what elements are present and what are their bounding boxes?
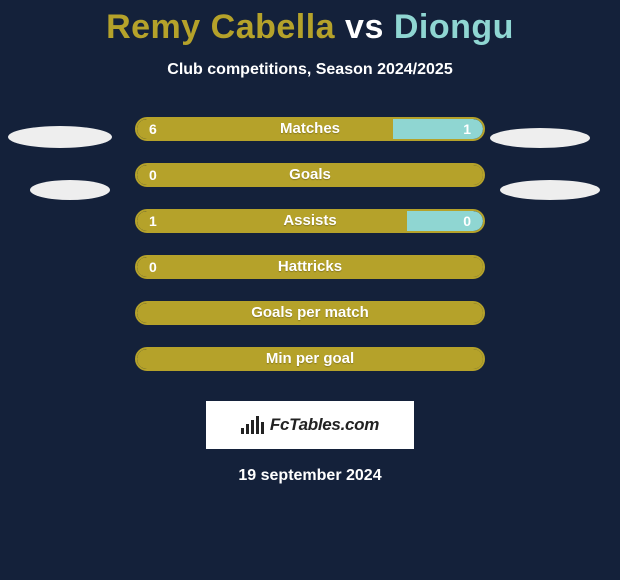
stat-label: Assists [137, 211, 483, 231]
stat-rows: Matches61Goals0Assists10Hattricks0Goals … [135, 117, 485, 371]
vs-text: vs [345, 8, 384, 46]
comparison-title: Remy Cabella vs Diongu [0, 0, 620, 47]
logo-bars-icon [241, 416, 264, 434]
stat-value-left: 1 [149, 211, 157, 231]
logo-text: FcTables.com [270, 415, 379, 435]
player1-name: Remy Cabella [106, 8, 335, 46]
decorative-ellipse [30, 180, 110, 200]
stat-value-right: 0 [463, 211, 471, 231]
subtitle: Club competitions, Season 2024/2025 [0, 61, 620, 79]
stat-row: Min per goal [135, 347, 485, 371]
stat-value-right: 1 [463, 119, 471, 139]
stat-row: Hattricks0 [135, 255, 485, 279]
stat-row: Goals0 [135, 163, 485, 187]
player2-name: Diongu [394, 8, 514, 46]
decorative-ellipse [500, 180, 600, 200]
logo-box: FcTables.com [206, 401, 414, 449]
stat-value-left: 0 [149, 165, 157, 185]
stat-label: Min per goal [137, 349, 483, 369]
date-text: 19 september 2024 [0, 467, 620, 485]
stat-value-left: 0 [149, 257, 157, 277]
decorative-ellipse [490, 128, 590, 148]
stat-label: Hattricks [137, 257, 483, 277]
stat-label: Goals [137, 165, 483, 185]
decorative-ellipse [8, 126, 112, 148]
stat-row: Goals per match [135, 301, 485, 325]
stat-label: Goals per match [137, 303, 483, 323]
stat-row: Matches6 1 [135, 117, 485, 141]
stat-label: Matches [137, 119, 483, 139]
stat-row: Assists1 0 [135, 209, 485, 233]
stat-value-left: 6 [149, 119, 157, 139]
